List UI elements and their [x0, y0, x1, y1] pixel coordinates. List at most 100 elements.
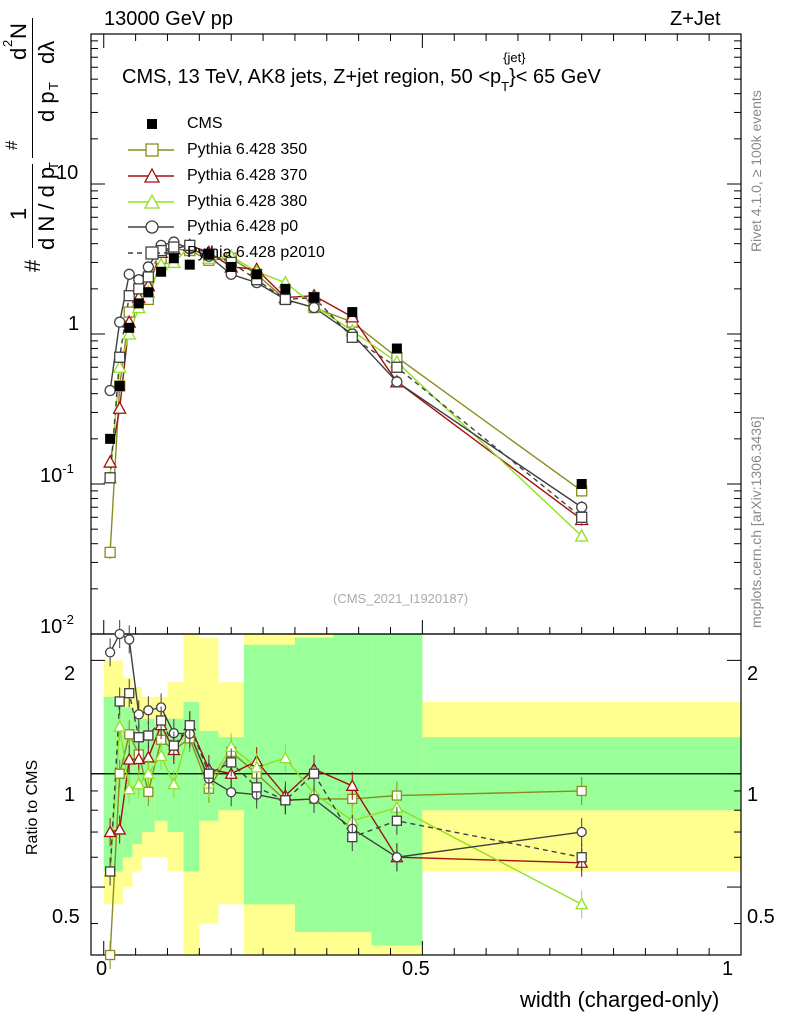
cms-data-point	[280, 283, 291, 294]
series-2-ratio-point	[167, 777, 181, 790]
series-0-ratio-point	[576, 785, 587, 797]
y-tick-0p01-exp: -2	[62, 612, 74, 627]
ratio-tick-05: 0.5	[52, 906, 80, 928]
series-4-ratio-point	[143, 730, 154, 741]
series-3-ratio-point	[391, 852, 403, 863]
legend-marker-3	[145, 220, 159, 234]
series-1-ratio-point	[113, 822, 127, 835]
series-4-line	[109, 244, 583, 518]
series-4-ratio-point	[280, 795, 291, 806]
series-4-point	[346, 331, 358, 343]
y-tick-10: 10	[56, 162, 79, 184]
mcplots-credit: mcplots.cern.ch [arXiv:1306.3436]	[748, 416, 764, 628]
cms-data-point	[124, 322, 135, 333]
analysis-id: (CMS_2021_I1920187)	[333, 591, 469, 606]
legend-label-cms: CMS	[187, 115, 223, 132]
series-1-point	[112, 400, 127, 414]
series-4-ratio-point	[226, 757, 237, 768]
legend-label-380: Pythia 6.428 380	[187, 193, 308, 210]
ratio-tick-2: 2	[64, 663, 76, 685]
ylabel-den2: d p	[34, 91, 59, 122]
series-2-ratio-point	[141, 766, 155, 779]
series-1-ratio-point	[122, 752, 136, 765]
cms-data-point	[203, 249, 214, 260]
cms-data-point	[309, 292, 320, 303]
ylabel-num-d: d	[6, 47, 31, 60]
series-2-ratio-point	[278, 751, 292, 764]
series-3-point	[104, 384, 116, 397]
series-4-ratio-point	[576, 852, 587, 863]
cms-data-point	[133, 298, 144, 309]
legend-marker-cms	[147, 119, 157, 129]
series-2-ratio-point	[154, 749, 168, 762]
series-3-point	[576, 501, 588, 513]
series-3-ratio-point	[133, 709, 144, 720]
series-2-ratio-point	[113, 719, 127, 732]
band-stat-0	[103, 696, 114, 872]
series-2-point	[574, 528, 589, 542]
y-tick-0p1: 10-1	[40, 461, 74, 488]
series-4-ratio-point	[114, 696, 125, 707]
cms-data-point	[226, 261, 237, 272]
chart-title: CMS, 13 TeV, AK8 jets, Z+jet region, 50 …	[122, 50, 601, 94]
cms-data-point	[156, 266, 167, 277]
series-0-ratio-line	[109, 732, 582, 956]
ratio-tick-1-right: 1	[747, 784, 759, 806]
series-0-point	[104, 546, 116, 559]
series-3-ratio-point	[104, 647, 116, 658]
ylabel-num-sq: 2	[0, 39, 15, 47]
series-0-line	[109, 248, 583, 553]
series-3-ratio-point	[143, 705, 154, 716]
ratio-frame	[90, 633, 742, 956]
series-4-ratio-point	[168, 740, 179, 751]
legend-label-p2010: Pythia 6.428 p2010	[187, 244, 325, 261]
x-tick-05: 0.5	[402, 958, 430, 980]
x-axis-label: width (charged-only)	[520, 987, 720, 1012]
ylabel-one: 1	[6, 207, 31, 220]
series-2-ratio-point	[250, 760, 264, 773]
legend-label-350: Pythia 6.428 350	[187, 141, 308, 158]
legend-marker-1	[143, 167, 161, 183]
series-2-ratio-point	[122, 782, 136, 795]
header-left: 13000 GeV pp	[104, 8, 233, 30]
series-4-point	[279, 293, 292, 306]
series-1-ratio-point	[345, 778, 359, 791]
cms-data-point	[105, 433, 116, 444]
series-4-point	[184, 239, 196, 251]
series-4-ratio-point	[203, 768, 215, 779]
series-0-ratio-point	[124, 729, 135, 740]
title-end: }< 65 GeV	[509, 66, 601, 88]
series-4-point	[133, 283, 145, 295]
series-3-point	[308, 301, 320, 314]
ratio-tick-2-right: 2	[747, 663, 759, 685]
y-tick-1: 1	[68, 313, 80, 335]
y-axis-label: # 1 d N / d p T # d 2 N d p T dλ	[0, 12, 66, 272]
cms-data-point	[576, 479, 587, 489]
series-4-ratio-line	[109, 691, 582, 872]
ylabel-den2-sub: T	[46, 82, 61, 90]
y-tick-0p1-exp: -1	[62, 461, 74, 476]
series-2-line	[109, 246, 583, 537]
series-4-ratio-point	[155, 715, 167, 726]
x-tick-0: 0	[96, 958, 108, 980]
ratio-tick-1: 1	[64, 784, 76, 806]
band-stat-1	[113, 696, 123, 872]
legend	[128, 119, 174, 260]
series-3-ratio-point	[124, 634, 135, 645]
cms-data-point	[114, 381, 125, 392]
series-4-ratio-point	[391, 815, 403, 826]
series-3-ratio-point	[308, 793, 320, 805]
series-3-ratio-point	[226, 787, 237, 798]
series-4-ratio-point	[124, 688, 135, 699]
legend-marker-0	[145, 143, 159, 157]
ratio-y-label: Ratio to CMS	[24, 759, 41, 855]
title-sub: T	[501, 79, 510, 94]
ylabel-hash2: #	[2, 140, 21, 150]
series-1-ratio-point	[103, 825, 117, 838]
series-0-ratio-point	[114, 768, 125, 779]
x-tick-1: 1	[722, 958, 734, 980]
series-1-point	[103, 454, 118, 468]
ratio-tick-05-right: 0.5	[747, 906, 775, 928]
series-4-ratio-point	[104, 866, 116, 877]
